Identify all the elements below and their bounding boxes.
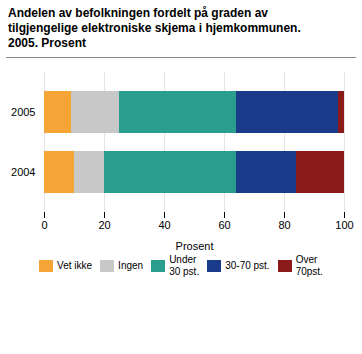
svg-text:80: 80: [278, 219, 290, 231]
svg-text:Prosent: Prosent: [176, 240, 214, 252]
svg-text:60: 60: [218, 219, 230, 231]
html-text:Ingen: Ingen: [118, 260, 144, 271]
svg-text:0: 0: [41, 219, 47, 231]
html-text:30-70 pst.: 30-70 pst.: [225, 260, 270, 271]
html-text:Under 30 pst.: Under 30 pst.: [169, 254, 200, 277]
html-text:Andelen av befolkningen fordel: Andelen av befolkningen fordelt på grade…: [8, 6, 301, 50]
svg-text:40: 40: [158, 219, 170, 231]
svg-text:100: 100: [335, 219, 353, 231]
html-text:Over 70pst.: Over 70pst.: [295, 254, 323, 277]
svg-text:20: 20: [98, 219, 110, 231]
svg-text:2004: 2004: [11, 166, 35, 178]
html-text:Vet ikke: Vet ikke: [57, 260, 93, 271]
svg-text:2005: 2005: [11, 106, 35, 118]
